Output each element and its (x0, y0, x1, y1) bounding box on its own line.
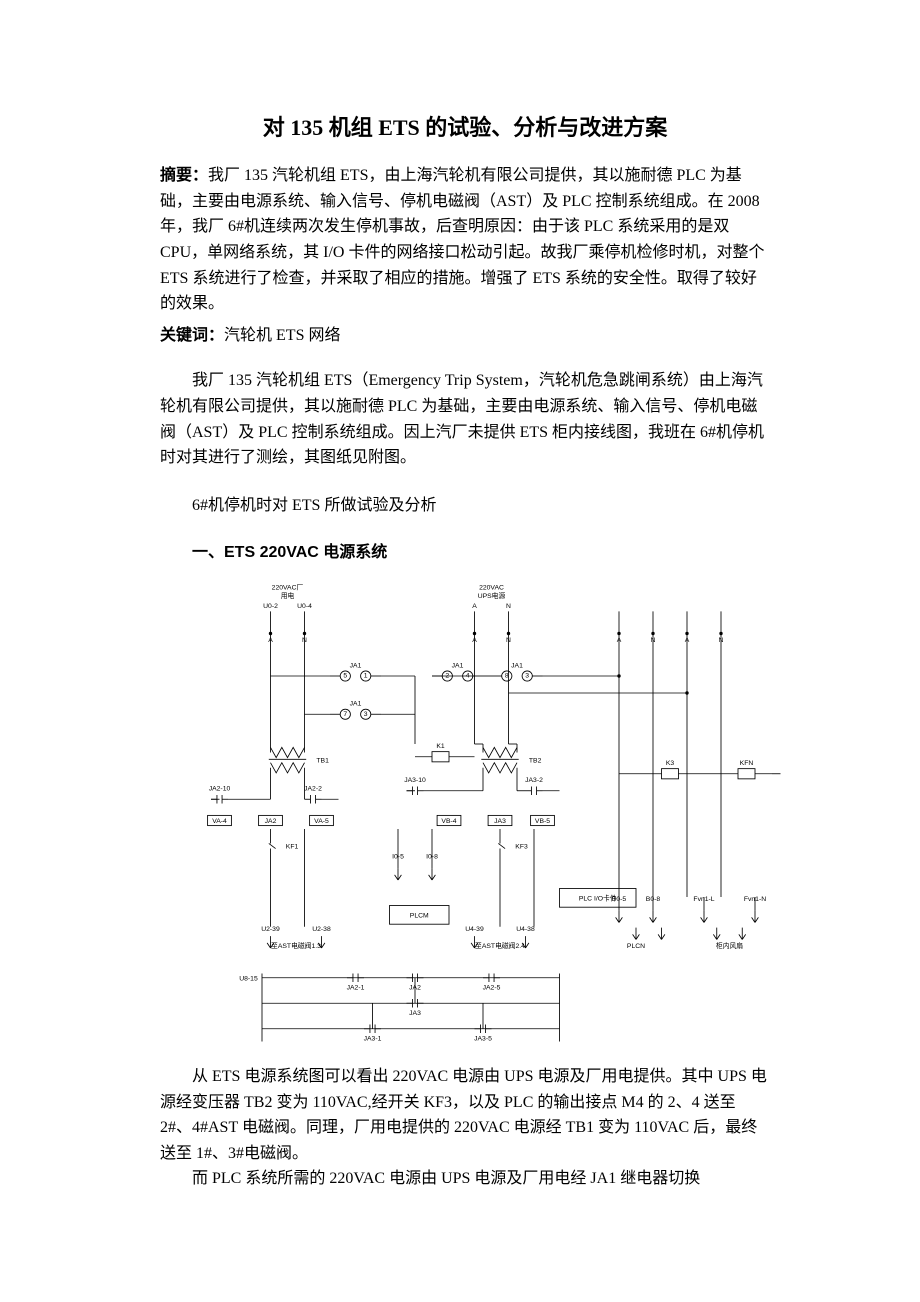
experiment-heading: 6#机停机时对 ETS 所做试验及分析 (192, 493, 770, 519)
svg-text:JA3-10: JA3-10 (404, 777, 426, 784)
keywords-label: 关键词： (160, 327, 224, 344)
svg-text:JA1: JA1 (350, 662, 362, 669)
svg-text:U0-4: U0-4 (297, 603, 312, 610)
section-1-heading: 一、ETS 220VAC 电源系统 (192, 540, 770, 566)
svg-text:KFN: KFN (740, 760, 754, 767)
keywords-text: 汽轮机 ETS 网络 (224, 327, 340, 344)
body-paragraph-1: 从 ETS 电源系统图可以看出 220VAC 电源由 UPS 电源及厂用电提供。… (160, 1064, 770, 1166)
svg-text:1: 1 (364, 673, 368, 680)
intro-paragraph: 我厂 135 汽轮机组 ETS（Emergency Trip System，汽轮… (160, 368, 770, 470)
svg-text:JA2-5: JA2-5 (483, 985, 501, 992)
svg-text:JA2-2: JA2-2 (304, 786, 322, 793)
svg-text:VA-4: VA-4 (212, 818, 227, 825)
svg-text:柜内风扇: 柜内风扇 (716, 941, 743, 950)
svg-text:5: 5 (343, 673, 347, 680)
abstract-text: 我厂 135 汽轮机组 ETS，由上海汽轮机有限公司提供，其以施耐德 PLC 为… (160, 167, 764, 312)
svg-text:JA2-10: JA2-10 (209, 786, 231, 793)
svg-text:220VAC厂: 220VAC厂 (272, 583, 304, 591)
svg-text:至AST电磁阀1.3: 至AST电磁阀1.3 (271, 941, 321, 950)
svg-text:JA3: JA3 (409, 1010, 421, 1017)
svg-text:JA3: JA3 (494, 818, 506, 825)
svg-text:JA1: JA1 (452, 662, 464, 669)
svg-text:JA3-5: JA3-5 (474, 1036, 492, 1043)
keywords-block: 关键词：汽轮机 ETS 网络 (160, 323, 770, 349)
svg-text:PLCM: PLCM (410, 912, 429, 919)
svg-text:VB-4: VB-4 (441, 818, 456, 825)
svg-text:U2-39: U2-39 (261, 926, 280, 933)
svg-text:8: 8 (505, 673, 509, 680)
body-paragraph-2: 而 PLC 系统所需的 220VAC 电源由 UPS 电源及厂用电经 JA1 继… (160, 1166, 770, 1192)
svg-text:PLC I/O卡件: PLC I/O卡件 (579, 893, 617, 902)
abstract-block: 摘要：我厂 135 汽轮机组 ETS，由上海汽轮机有限公司提供，其以施耐德 PL… (160, 163, 770, 317)
svg-text:220VAC: 220VAC (479, 584, 504, 591)
svg-text:KF1: KF1 (286, 843, 299, 850)
svg-text:JA1: JA1 (511, 662, 523, 669)
svg-text:JA3-1: JA3-1 (364, 1036, 382, 1043)
svg-text:至AST电磁阀2.4: 至AST电磁阀2.4 (475, 941, 525, 950)
svg-text:JA2: JA2 (265, 818, 277, 825)
svg-text:3: 3 (525, 673, 529, 680)
svg-text:U4-38: U4-38 (516, 926, 535, 933)
svg-text:JA3-2: JA3-2 (525, 777, 543, 784)
svg-text:7: 7 (343, 711, 347, 718)
svg-text:A: A (472, 603, 477, 610)
svg-text:JA2-1: JA2-1 (347, 985, 365, 992)
svg-text:U2-38: U2-38 (312, 926, 331, 933)
svg-text:PLCN: PLCN (627, 943, 645, 950)
svg-text:UPS电源: UPS电源 (478, 591, 506, 600)
document-title: 对 135 机组 ETS 的试验、分析与改进方案 (160, 110, 770, 145)
svg-text:VB-5: VB-5 (535, 818, 550, 825)
svg-text:U8-15: U8-15 (239, 975, 258, 982)
svg-text:3: 3 (364, 711, 368, 718)
svg-text:U4-39: U4-39 (465, 926, 484, 933)
svg-text:VA-5: VA-5 (314, 818, 329, 825)
svg-text:U0-2: U0-2 (263, 603, 278, 610)
svg-text:TB2: TB2 (529, 758, 542, 765)
svg-text:用电: 用电 (281, 591, 295, 600)
svg-text:JA1: JA1 (350, 701, 362, 708)
ets-power-diagram: 220VAC厂用电U0-2AU0-4N220VACUPS电源AANNANAN51… (160, 574, 770, 1050)
svg-text:TB1: TB1 (316, 758, 329, 765)
abstract-label: 摘要： (160, 167, 208, 184)
svg-text:KF3: KF3 (515, 843, 528, 850)
svg-text:K1: K1 (436, 743, 445, 750)
svg-text:N: N (506, 603, 511, 610)
svg-text:K3: K3 (666, 760, 675, 767)
